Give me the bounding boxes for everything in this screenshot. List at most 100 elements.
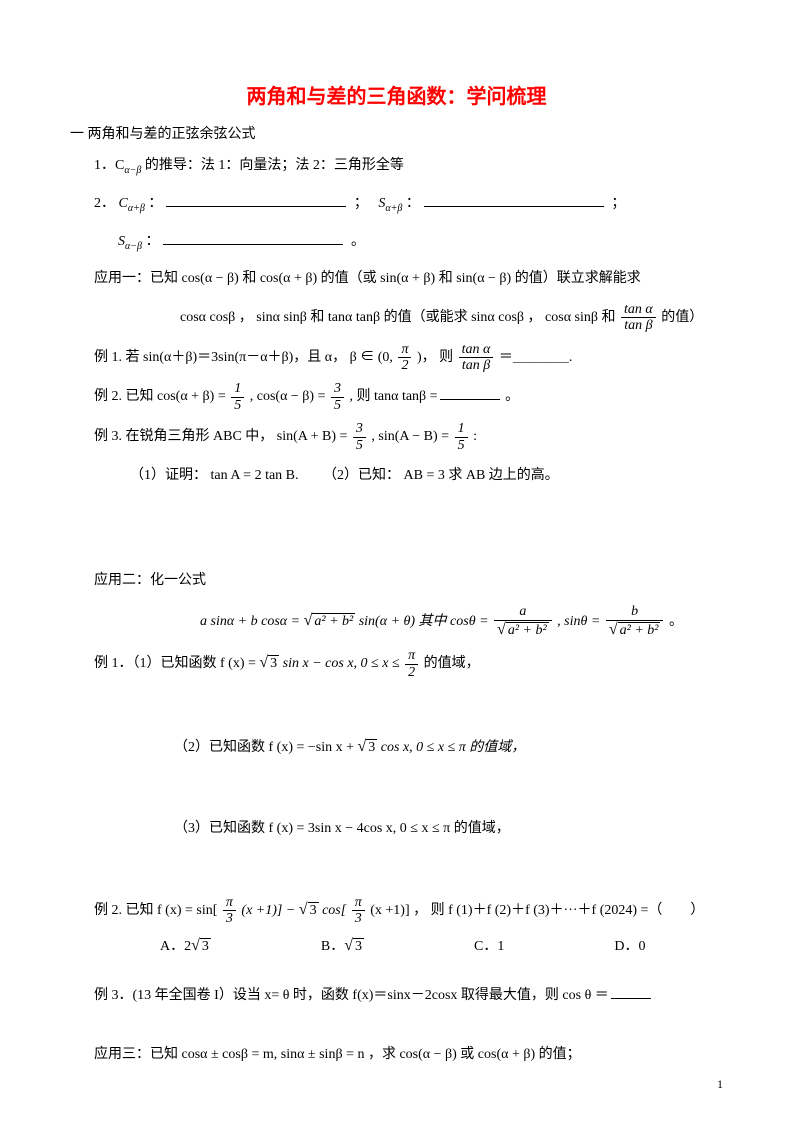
semicolon-2: ； [611, 196, 625, 211]
ex2-f1-den: 5 [231, 398, 244, 413]
optA-label: A．2 [160, 939, 191, 954]
ex1-frac1-num: π [398, 342, 411, 358]
app1-detail-b: 的值） [661, 310, 703, 325]
optB-sqrt-rad: 3 [353, 938, 364, 954]
app2-ex1-2-sqrt-rad: 3 [366, 739, 377, 755]
app1-detail-a: cosα cosβ ， sinα sinβ 和 tanα tanβ 的值（或能求… [180, 310, 619, 325]
app2-c: , sinθ = [557, 614, 604, 629]
ex3-sub1: （1）证明： tan A = 2 tan B. [130, 468, 299, 483]
ex3-mid: , sin(A − B) = [371, 429, 452, 444]
ex2-frac1: 1 5 [231, 381, 244, 413]
ex2-frac2: 3 5 [331, 381, 344, 413]
ex1-tail: ＝＿＿＿＿. [499, 350, 573, 365]
app2-ex1-frac-den: 2 [405, 665, 418, 680]
app2-example-1-1: 例 1．（1）已知函数 f (x) = 3 sin x − cos x, 0 ≤… [70, 646, 723, 680]
semicolon-1: ； [354, 196, 368, 211]
c-alpha-plus-beta-sub: α+β [128, 203, 145, 214]
ex3-frac2: 1 5 [455, 421, 468, 453]
page-title: 两角和与差的三角函数：学问梳理 [70, 80, 723, 109]
option-b: B． 3 [321, 935, 364, 955]
app2-frac2-num: b [606, 604, 664, 620]
page-number: 1 [717, 1077, 723, 1092]
item1-label: 1．C [94, 158, 124, 173]
app2-ex2-sqrt-rad: 3 [308, 902, 319, 918]
app1-frac-den: tan β [621, 318, 656, 333]
app2-frac2: b a² + b² [606, 604, 664, 638]
ex1-frac2-den: tan β [459, 358, 494, 373]
blank-s-amb [163, 244, 343, 245]
colon-2: ： [406, 196, 420, 211]
example-3-subparts: （1）证明： tan A = 2 tan B. （2）已知： AB = 3 求 … [70, 461, 723, 490]
ex2-f2-den: 5 [331, 398, 344, 413]
ex1-mid: )， 则 [417, 350, 453, 365]
period-1: 。 [351, 234, 365, 249]
section-heading: 一 两角和与差的正弦余弦公式 [70, 123, 723, 143]
optA-sqrt-rad: 3 [200, 938, 211, 954]
ex3-f2-den: 5 [455, 438, 468, 453]
blank-c-ab [166, 206, 346, 207]
option-d: D．0 [614, 935, 645, 955]
app2-ex2-f1-num: π [223, 895, 236, 911]
ex2-f1-num: 1 [231, 381, 244, 397]
item2-label: 2． [94, 196, 115, 211]
ex2-mid: , cos(α − β) = [250, 389, 329, 404]
ex3-frac1: 3 5 [353, 421, 366, 453]
ex3-sub2: （2）已知： AB = 3 求 AB 边上的高。 [323, 468, 559, 483]
app2-ex1-2-tail: cos x, 0 ≤ x ≤ π 的值域， [381, 740, 525, 755]
spacer-2 [70, 688, 723, 722]
app2-d: 。 [669, 614, 683, 629]
app1-fraction: tan α tan β [621, 302, 656, 334]
app2-ex2-tail: (x +1)] ， 则 f (1)＋f (2)＋f (3)＋···＋f (202… [370, 903, 704, 918]
app2-ex2-mid2: cos[ [322, 903, 346, 918]
app2-ex1-a: 例 1．（1）已知函数 f (x) = [94, 656, 259, 671]
blank-ex3 [611, 998, 651, 999]
example-2: 例 2. 已知 cos(α + β) = 1 5 , cos(α − β) = … [70, 381, 723, 413]
option-a: A．2 3 [160, 935, 211, 955]
app2-example-2-options: A．23 B．3 C．1 D．0 [70, 935, 723, 955]
ex2-tail: , 则 tanα tanβ = [350, 389, 438, 404]
app2-frac2-den-sqrt: a² + b² [618, 622, 661, 638]
ex3-a: 例 3. 在锐角三角形 ABC 中， sin(A + B) = [94, 429, 351, 444]
app2-frac1: a a² + b² [494, 604, 552, 638]
ex1-frac2-num: tan α [459, 342, 494, 358]
app2-example-1-2: （2）已知函数 f (x) = −sin x + 3 cos x, 0 ≤ x … [70, 730, 723, 764]
app2-ex2-f1-den: 3 [223, 911, 236, 926]
ex1-frac1: π 2 [398, 342, 411, 374]
app2-frac1-num: a [494, 604, 552, 620]
item-2-formulas: 2． Cα+β ： ； Sα+β ： ； [70, 189, 723, 219]
app2-ex1-2-a: （2）已知函数 f (x) = −sin x + [174, 740, 358, 755]
app2-ex3-text: 例 3．(13 年全国卷 I）设当 x= θ 时，函数 f(x)＝sinx－2c… [94, 988, 609, 1003]
application-3: 应用三：已知 cosα ± cosβ = m, sinα ± sinβ = n … [70, 1040, 723, 1069]
app2-frac2-den: a² + b² [606, 621, 664, 639]
blank-ex2 [440, 399, 500, 400]
app2-ex2-f2-num: π [352, 895, 365, 911]
ex3-f1-num: 3 [353, 421, 366, 437]
spacer-5 [70, 955, 723, 973]
app2-ex2-sqrt: 3 [299, 893, 319, 927]
app2-frac1-den: a² + b² [494, 621, 552, 639]
application-1-detail: cosα cosβ ， sinα sinβ 和 tanα tanβ 的值（或能求… [70, 302, 723, 334]
app2-ex2-frac1: π 3 [223, 895, 236, 927]
ex3-f1-den: 5 [353, 438, 366, 453]
ex1-frac1-den: 2 [398, 358, 411, 373]
s-alpha-plus-beta-sub: α+β [385, 203, 402, 214]
app2-ex2-f2-den: 3 [352, 911, 365, 926]
item-2-formulas-line2: Sα−β ： 。 [70, 227, 723, 257]
app2-ex1-b: sin x − cos x, 0 ≤ x ≤ [283, 656, 403, 671]
application-2-formula: a sinα + b cosα = a² + b² sin(α + θ) 其中 … [70, 604, 723, 639]
optA-sqrt: 3 [191, 937, 211, 955]
optB-sqrt: 3 [344, 937, 364, 955]
ex1-a: 例 1. 若 sin(α＋β)＝3sin(π－α＋β)，且 α， β ∈ (0, [94, 350, 396, 365]
spacer-1 [70, 498, 723, 558]
blank-s-ab [424, 206, 604, 207]
s-alpha-minus-beta: S [118, 234, 125, 249]
app2-ex1-sqrt-rad: 3 [268, 655, 279, 671]
application-1-heading: 应用一：已知 cos(α − β) 和 cos(α + β) 的值（或 sin(… [70, 264, 723, 293]
app2-ex2-frac2: π 3 [352, 895, 365, 927]
app2-ex1-frac-num: π [405, 648, 418, 664]
app2-sqrt1-rad: a² + b² [312, 613, 355, 629]
ex3-f2-num: 1 [455, 421, 468, 437]
app2-b: sin(α + θ) 其中 cosθ = [359, 614, 492, 629]
optB-label: B． [321, 939, 344, 954]
app2-ex1-frac: π 2 [405, 648, 418, 680]
